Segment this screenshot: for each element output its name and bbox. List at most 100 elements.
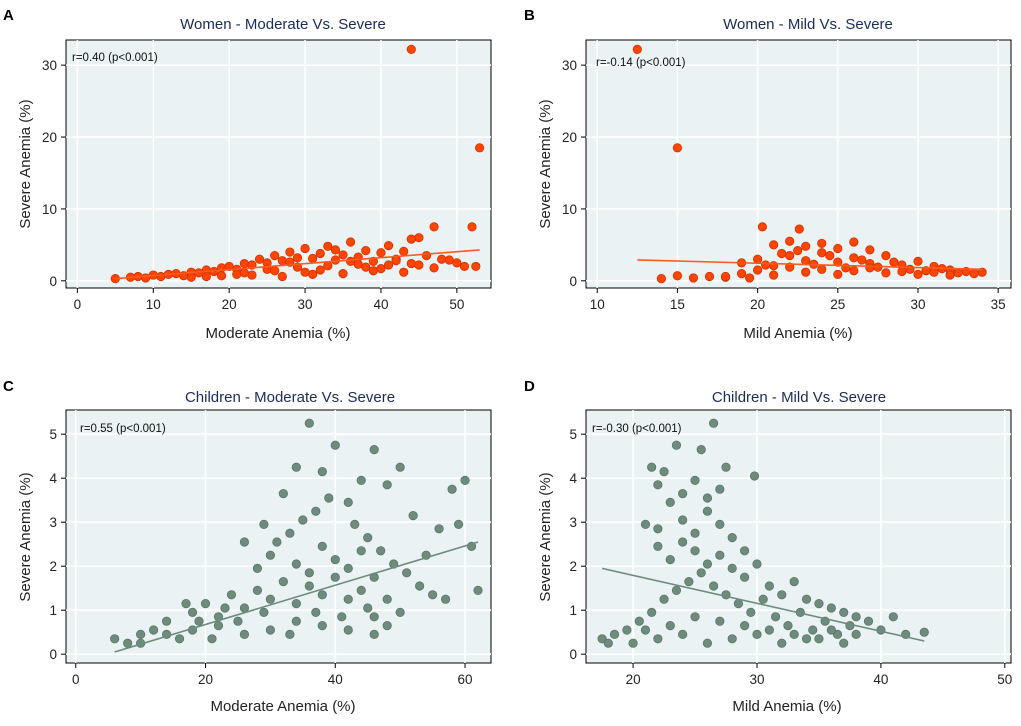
panel-c-xlabel: Moderate Anemia (%) (210, 698, 355, 715)
panel-c-point (382, 480, 392, 490)
panel-c-point (402, 568, 412, 578)
panel-b-point (817, 238, 827, 249)
panel-label-b: B (524, 7, 535, 24)
panel-d-point (659, 466, 669, 477)
panel-c-point (356, 475, 366, 485)
panel-d-point (749, 471, 760, 481)
panel-b-point (785, 236, 795, 246)
panel-c-point (110, 634, 120, 644)
panel-d-point (653, 541, 663, 552)
panel-b-point (825, 251, 835, 261)
panel-d-annotation: r=-0.30 (p<0.001) (592, 423, 682, 435)
panel-b-point (753, 254, 763, 264)
panel-d-point (832, 629, 843, 640)
panel-c-xtick-label: 0 (72, 672, 80, 687)
panel-b-point (757, 222, 768, 232)
panel-d-point (659, 594, 669, 604)
panel-d-point (653, 480, 663, 490)
panel-c-point (207, 634, 217, 644)
panel-a-point (156, 271, 166, 282)
panel-a-point (345, 237, 356, 247)
panel-b-ytick-label: 30 (562, 58, 577, 73)
panel-d-point (758, 594, 768, 604)
panel-a-point (383, 240, 394, 251)
panel-d-point (634, 616, 644, 626)
panel-b-point (817, 248, 827, 258)
panel-b-xtick-label: 20 (750, 297, 765, 312)
panel-c-point (369, 444, 379, 455)
panel-d-point (770, 612, 781, 622)
panel-c-point (363, 603, 373, 613)
panel-d-xtick-label: 50 (997, 672, 1012, 687)
panel-c-point (311, 506, 321, 516)
panel-d-point (622, 625, 632, 635)
panel-d-xtick-label: 30 (749, 672, 764, 687)
panel-c-point (239, 603, 250, 613)
panel-a-point (338, 250, 348, 260)
panel-d-point (721, 462, 731, 472)
panel-b-point (794, 224, 804, 234)
panel-a-fit-line (115, 249, 480, 280)
panel-c-annotation: r=0.55 (p<0.001) (80, 423, 166, 435)
panel-a-point (201, 271, 212, 282)
panel-d-point (888, 612, 898, 622)
panel-a-point (414, 260, 424, 270)
panel-d-point (647, 462, 657, 472)
panel-d-point (696, 444, 706, 455)
panel-c-point (395, 462, 405, 472)
panel-c-ytick-label: 3 (49, 515, 57, 530)
panel-a-point (323, 241, 333, 251)
panel-a-point (406, 258, 416, 269)
panel-b-point (753, 265, 763, 275)
panel-c-point (174, 634, 185, 644)
panel-c-point (453, 519, 464, 530)
panel-c-point (148, 625, 159, 635)
panel-c-xtick-label: 20 (198, 672, 213, 687)
panel-d-point (789, 576, 799, 587)
panel-a-ytick-label: 10 (42, 202, 57, 217)
panel-c-point (376, 546, 386, 556)
panel-b-point (913, 269, 923, 279)
panel-c-ytick-label: 0 (49, 647, 57, 662)
panel-a-ylabel: Severe Anemia (%) (17, 99, 34, 228)
panel-a-point (406, 234, 416, 244)
panel-b-point (833, 269, 843, 279)
panel-c-point (382, 620, 392, 631)
panel-d-point (777, 590, 787, 600)
panel-a-xtick-label: 30 (298, 297, 313, 312)
panel-c-point (415, 581, 425, 591)
panel-d-xlabel: Mild Anemia (%) (732, 698, 841, 715)
panel-b-marks (632, 44, 987, 284)
panel-a-point (315, 265, 325, 275)
panel-a-point (444, 255, 454, 265)
panel-a-point (308, 253, 318, 264)
panel-d-point (801, 634, 812, 644)
panel-a-point (383, 260, 394, 270)
panel-a-point (376, 248, 386, 258)
panel-d-point (863, 616, 874, 626)
panel-d-title: Children - Mild Vs. Severe (712, 389, 886, 406)
panel-d-point (628, 638, 638, 648)
panel-a-marks (110, 44, 485, 284)
panel-a-point (399, 246, 409, 256)
panel-a-point (141, 273, 151, 283)
panel-d-point (603, 638, 613, 648)
panel-c-point (161, 616, 172, 626)
panel-d-point (678, 537, 688, 547)
panel-b-point (744, 273, 755, 283)
panel-b: B Women - Mild Vs. Severe 10 15 20 25 30 3501… (524, 7, 1012, 342)
panel-d-point (609, 629, 620, 640)
panel-a-xtick-label: 40 (373, 297, 388, 312)
panel-b-point (889, 257, 899, 267)
panel-c-point (440, 594, 451, 604)
panel-b-point (801, 241, 811, 251)
panel-c-point (363, 532, 373, 543)
panel-d-ytick-label: 1 (569, 603, 577, 618)
panel-b-point (672, 271, 683, 281)
panel-b-xlabel: Mild Anemia (%) (743, 325, 852, 342)
panel-b-xtick-label: 10 (590, 297, 605, 312)
panel-c-point (285, 629, 295, 640)
panel-a-point (300, 267, 310, 277)
panel-a-point (376, 263, 386, 274)
panel-c-point (304, 418, 314, 428)
